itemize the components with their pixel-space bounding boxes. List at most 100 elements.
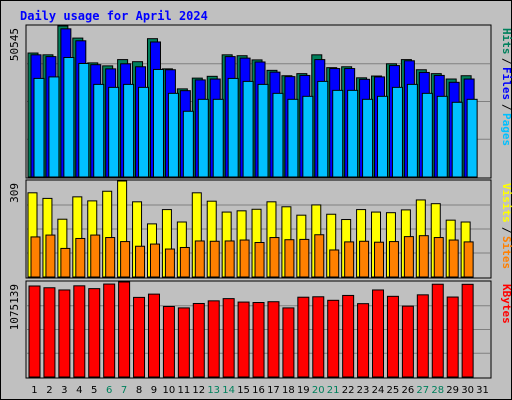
day-label-15: 15 bbox=[237, 385, 250, 396]
day-label-6: 6 bbox=[106, 385, 112, 396]
bar-sites-14 bbox=[224, 240, 235, 278]
bar-sites-1 bbox=[30, 236, 41, 278]
day-label-14: 14 bbox=[222, 385, 235, 396]
bar-sites-4 bbox=[75, 237, 86, 278]
day-label-22: 22 bbox=[342, 385, 355, 396]
bar-kbytes-8 bbox=[133, 296, 146, 378]
bar-kbytes-13 bbox=[207, 300, 220, 378]
bar-pages-28 bbox=[436, 95, 448, 178]
day-label-28: 28 bbox=[431, 385, 444, 396]
day-label-18: 18 bbox=[282, 385, 295, 396]
bar-sites-8 bbox=[135, 245, 146, 278]
bar-pages-20 bbox=[317, 80, 329, 178]
bar-kbytes-28 bbox=[431, 283, 444, 378]
bar-sites-19 bbox=[299, 238, 310, 278]
bar-sites-12 bbox=[194, 240, 205, 278]
day-label-12: 12 bbox=[192, 385, 205, 396]
bar-kbytes-25 bbox=[386, 295, 399, 378]
day-label-29: 29 bbox=[446, 385, 459, 396]
bar-kbytes-16 bbox=[252, 302, 265, 378]
bar-kbytes-20 bbox=[312, 296, 325, 378]
bar-kbytes-27 bbox=[416, 294, 429, 378]
bar-sites-11 bbox=[179, 246, 190, 278]
bar-pages-16 bbox=[257, 83, 269, 178]
day-label-24: 24 bbox=[372, 385, 385, 396]
bar-sites-21 bbox=[329, 249, 340, 278]
bar-sites-26 bbox=[403, 236, 414, 278]
bar-pages-1 bbox=[33, 77, 45, 178]
bar-sites-10 bbox=[164, 248, 175, 278]
chart-title: Daily usage for April 2024 bbox=[20, 9, 208, 23]
bar-kbytes-29 bbox=[446, 296, 459, 378]
day-label-1: 1 bbox=[31, 385, 37, 396]
legend-separator: / bbox=[500, 104, 512, 111]
bar-pages-18 bbox=[287, 98, 299, 178]
day-label-30: 30 bbox=[461, 385, 474, 396]
legend-separator: / bbox=[500, 227, 512, 234]
bar-kbytes-9 bbox=[147, 293, 160, 378]
bar-sites-5 bbox=[90, 234, 101, 278]
bar-sites-24 bbox=[374, 241, 385, 278]
bar-kbytes-3 bbox=[58, 289, 71, 378]
legend-sites: Sites bbox=[500, 236, 512, 269]
day-label-20: 20 bbox=[312, 385, 325, 396]
bar-pages-7 bbox=[123, 83, 135, 178]
day-label-31: 31 bbox=[476, 385, 489, 396]
bar-pages-15 bbox=[242, 80, 254, 178]
bar-sites-13 bbox=[209, 240, 220, 278]
day-label-19: 19 bbox=[297, 385, 310, 396]
legend-hits: Hits bbox=[500, 28, 512, 55]
bar-sites-22 bbox=[344, 241, 355, 278]
bar-pages-2 bbox=[48, 76, 60, 178]
bar-pages-19 bbox=[302, 95, 314, 178]
bar-pages-6 bbox=[108, 86, 120, 178]
bar-pages-30 bbox=[466, 98, 478, 178]
bar-kbytes-4 bbox=[73, 285, 86, 378]
day-label-21: 21 bbox=[327, 385, 340, 396]
bar-sites-23 bbox=[359, 240, 370, 278]
bar-kbytes-17 bbox=[267, 301, 280, 378]
bar-sites-16 bbox=[254, 242, 265, 278]
bar-kbytes-14 bbox=[222, 298, 235, 378]
bar-pages-25 bbox=[391, 86, 403, 178]
bar-pages-17 bbox=[272, 92, 284, 178]
bar-pages-22 bbox=[347, 89, 359, 178]
bar-pages-27 bbox=[421, 92, 433, 178]
bar-kbytes-6 bbox=[103, 283, 116, 378]
bar-kbytes-24 bbox=[372, 289, 385, 378]
legend-visits: Visits bbox=[500, 183, 512, 223]
bar-pages-8 bbox=[138, 86, 150, 178]
day-label-27: 27 bbox=[416, 385, 429, 396]
bar-kbytes-30 bbox=[461, 283, 474, 378]
day-label-5: 5 bbox=[91, 385, 97, 396]
bar-kbytes-2 bbox=[43, 287, 56, 378]
day-label-17: 17 bbox=[267, 385, 280, 396]
bar-sites-28 bbox=[433, 237, 444, 278]
day-label-8: 8 bbox=[136, 385, 142, 396]
bar-sites-29 bbox=[448, 239, 459, 278]
bar-sites-7 bbox=[120, 241, 131, 278]
day-label-2: 2 bbox=[46, 385, 52, 396]
bar-sites-17 bbox=[269, 237, 280, 278]
bar-pages-5 bbox=[93, 83, 105, 178]
bar-kbytes-7 bbox=[118, 281, 131, 378]
bar-pages-23 bbox=[362, 98, 374, 178]
bar-sites-9 bbox=[149, 243, 160, 278]
bar-pages-4 bbox=[78, 62, 90, 178]
bar-kbytes-11 bbox=[177, 307, 190, 378]
bar-sites-2 bbox=[45, 234, 56, 278]
bar-kbytes-21 bbox=[327, 299, 340, 378]
day-label-25: 25 bbox=[387, 385, 400, 396]
day-label-26: 26 bbox=[401, 385, 414, 396]
legend-pages: Pages bbox=[500, 113, 512, 146]
bar-pages-24 bbox=[377, 95, 389, 178]
bar-kbytes-19 bbox=[297, 296, 310, 378]
bar-kbytes-5 bbox=[88, 288, 101, 378]
bar-kbytes-15 bbox=[237, 301, 250, 378]
bar-kbytes-18 bbox=[282, 307, 295, 378]
bar-pages-11 bbox=[182, 110, 194, 178]
day-label-3: 3 bbox=[61, 385, 67, 396]
day-label-9: 9 bbox=[151, 385, 157, 396]
bar-kbytes-10 bbox=[162, 305, 175, 378]
bar-kbytes-23 bbox=[357, 303, 370, 378]
